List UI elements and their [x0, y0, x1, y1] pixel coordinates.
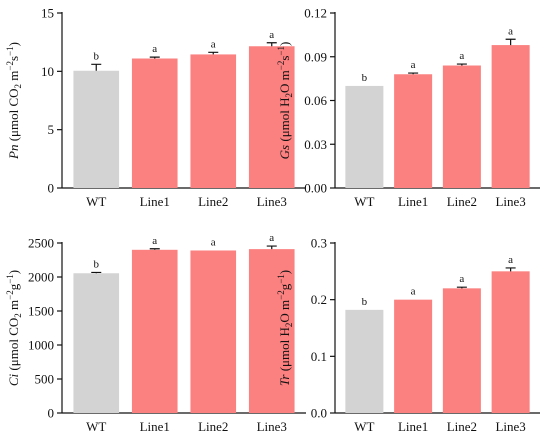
y-tick-label: 0.0: [311, 406, 327, 421]
bar-line2: [442, 65, 481, 188]
x-tick-label: Line1: [398, 419, 428, 434]
x-tick-label: Line3: [495, 419, 525, 434]
bar-wt: [345, 85, 384, 188]
y-tick-label: 1000: [28, 338, 54, 353]
significance-label: b: [94, 50, 100, 62]
bar-line3: [491, 45, 530, 189]
x-tick-label: Line1: [140, 419, 170, 434]
significance-label: a: [211, 38, 216, 50]
x-tick-label: Line3: [257, 194, 287, 209]
x-tick-label: Line1: [140, 194, 170, 209]
y-tick-label: 0.12: [304, 6, 327, 21]
error-bar: [456, 63, 467, 66]
significance-label: a: [411, 286, 416, 298]
y-tick-label: 500: [35, 372, 55, 387]
bar-line1: [131, 249, 178, 413]
bar-wt: [345, 309, 384, 413]
y-tick-label: 0.1: [311, 349, 327, 364]
significance-label: a: [269, 29, 274, 41]
error-bar: [149, 56, 160, 59]
y-tick-label: 5: [48, 122, 55, 137]
y-tick-label: 0.3: [311, 236, 327, 251]
y-tick-label: 15: [41, 6, 54, 21]
error-bar: [91, 63, 102, 71]
bar-line1: [131, 58, 178, 188]
error-bar: [149, 248, 160, 250]
x-tick-label: WT: [86, 419, 106, 434]
chart-panel-ci: 0 500 1000 1500 2000 2500 b WT a Line1 a Line2 a Line…: [5, 232, 306, 434]
significance-label: a: [269, 232, 274, 244]
x-tick-label: Line3: [257, 419, 287, 434]
error-bar: [408, 72, 419, 75]
error-bar: [266, 42, 277, 47]
bar-wt: [73, 273, 120, 413]
bar-line3: [491, 271, 530, 413]
x-tick-label: Line2: [198, 419, 228, 434]
y-tick-label: 0.03: [304, 137, 327, 152]
x-tick-label: WT: [354, 419, 374, 434]
bar-line1: [394, 299, 433, 413]
y-tick-label: 0.06: [304, 93, 327, 108]
significance-label: a: [459, 50, 464, 62]
x-tick-label: Line2: [198, 194, 228, 209]
chart-panel-tr: 0.0 0.1 0.2 0.3 b WT a Line1 a Line2 a Line3 Tr (μmo…: [276, 236, 540, 434]
x-tick-label: Line2: [447, 419, 477, 434]
y-tick-label: 10: [41, 64, 54, 79]
y-axis-title: Gs (μmol H2O m−2s−1): [276, 42, 294, 160]
error-bar: [208, 51, 219, 55]
significance-label: a: [211, 236, 216, 248]
significance-label: a: [152, 235, 157, 247]
error-bar: [505, 267, 516, 272]
significance-label: b: [94, 258, 100, 270]
y-tick-label: 0: [48, 181, 55, 196]
x-tick-label: Line2: [447, 194, 477, 209]
chart-panel-gs: 0.00 0.03 0.06 0.09 0.12 b WT a Line1 a Line2 a Line…: [276, 6, 540, 209]
bar-line2: [442, 288, 481, 413]
y-tick-label: 0.2: [311, 292, 327, 307]
x-tick-label: WT: [86, 194, 106, 209]
significance-label: b: [362, 296, 368, 308]
y-tick-label: 0.00: [304, 181, 327, 196]
error-bar: [266, 245, 277, 250]
y-tick-label: 1500: [28, 304, 54, 319]
error-bar: [91, 271, 102, 274]
bar-line2: [190, 250, 237, 413]
significance-label: b: [362, 72, 368, 84]
bar-line3: [248, 46, 295, 188]
x-tick-label: Line1: [398, 194, 428, 209]
error-bar: [505, 38, 516, 46]
y-tick-label: 2000: [28, 270, 54, 285]
y-axis-title: Ci (μmol CO2 m−2g−1): [5, 270, 23, 386]
x-tick-label: WT: [354, 194, 374, 209]
error-bar: [456, 286, 467, 289]
bar-line3: [248, 249, 295, 413]
y-axis-title: Tr (μmol H2O m−2g−1): [276, 270, 294, 386]
bar-line2: [190, 54, 237, 188]
significance-label: a: [411, 59, 416, 71]
significance-label: a: [152, 43, 157, 55]
y-tick-label: 2500: [28, 236, 54, 251]
significance-label: a: [459, 273, 464, 285]
bar-wt: [73, 70, 120, 188]
x-tick-label: Line3: [495, 194, 525, 209]
significance-label: a: [508, 254, 513, 266]
bar-line1: [394, 74, 433, 188]
y-axis-title: Pn (μmol CO2 m−2s−1): [5, 42, 23, 160]
y-tick-label: 0.09: [304, 49, 327, 64]
significance-label: a: [508, 25, 513, 37]
chart-panel-pn: 0 5 10 15 b WT a Line1 a Line2 a Line3 Pn (μmol CO2 …: [5, 6, 306, 209]
y-tick-label: 0: [48, 406, 55, 421]
